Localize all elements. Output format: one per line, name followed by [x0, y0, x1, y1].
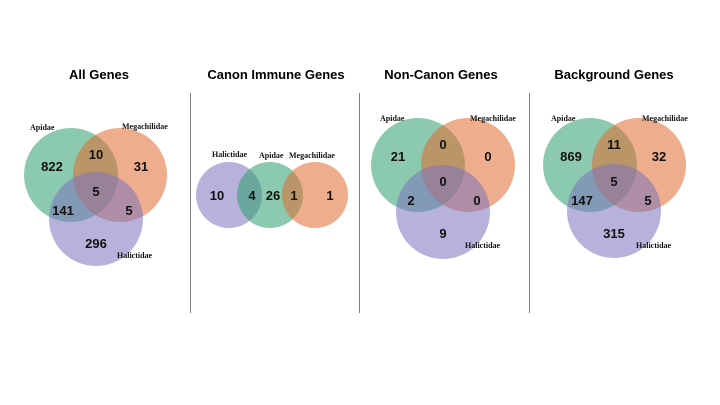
panel-title-all-genes: All Genes — [69, 67, 129, 82]
count-megachilidae-only: 31 — [134, 159, 148, 174]
count-halictidae-only: 9 — [439, 226, 446, 241]
circle-halictidae — [567, 164, 661, 258]
label-halictidae: Halictidae — [117, 251, 153, 260]
count-apidae-halictidae: 141 — [52, 203, 74, 218]
panel-divider — [359, 93, 360, 313]
label-megachilidae: Megachilidae — [470, 114, 516, 123]
count-apidae-megachilidae: 10 — [89, 147, 103, 162]
panel-title-non-canon-genes: Non-Canon Genes — [384, 67, 498, 82]
count-halictidae-only: 296 — [85, 236, 107, 251]
count-megachilidae-only: 1 — [326, 188, 333, 203]
count-all-three: 5 — [610, 174, 617, 189]
venn-canon-immune-genes: Halictidae Apidae Megachilidae 10 4 26 1… — [196, 150, 348, 228]
count-megachilidae-only: 32 — [652, 149, 666, 164]
count-megachilidae-halictidae: 5 — [125, 203, 132, 218]
panel-divider — [529, 93, 530, 313]
count-apidae-only: 21 — [391, 149, 405, 164]
count-apidae-megachilidae: 0 — [439, 137, 446, 152]
count-apidae-only: 822 — [41, 159, 63, 174]
count-apidae-only: 869 — [560, 149, 582, 164]
count-all-three: 5 — [92, 184, 99, 199]
count-halictidae-apidae: 4 — [248, 188, 256, 203]
circle-megachilidae — [282, 162, 348, 228]
venn-all-genes: Apidae Megachilidae Halictidae 822 10 31… — [24, 122, 168, 266]
label-megachilidae: Megachilidae — [122, 122, 168, 131]
label-apidae: Apidae — [30, 123, 55, 132]
venn-non-canon-genes: Apidae Megachilidae Halictidae 21 0 0 0 … — [371, 114, 516, 259]
count-halictidae-only: 315 — [603, 226, 625, 241]
circle-halictidae — [49, 172, 143, 266]
label-apidae: Apidae — [380, 114, 405, 123]
panel-title-canon-immune-genes: Canon Immune Genes — [207, 67, 345, 82]
panel-title-background-genes: Background Genes — [554, 67, 674, 82]
count-apidae-halictidae: 147 — [571, 193, 593, 208]
label-halictidae: Halictidae — [465, 241, 501, 250]
circle-halictidae — [396, 165, 490, 259]
label-megachilidae: Megachilidae — [289, 151, 335, 160]
panel-divider — [190, 93, 191, 313]
count-megachilidae-halictidae: 0 — [473, 193, 480, 208]
count-apidae-only: 26 — [266, 188, 280, 203]
count-megachilidae-halictidae: 5 — [644, 193, 651, 208]
count-halictidae-only: 10 — [210, 188, 224, 203]
label-apidae: Apidae — [259, 151, 284, 160]
label-halictidae: Halictidae — [212, 150, 248, 159]
count-apidae-halictidae: 2 — [407, 193, 414, 208]
venn-background-genes: Apidae Megachilidae Halictidae 869 11 32… — [543, 114, 688, 258]
count-megachilidae-only: 0 — [484, 149, 491, 164]
count-all-three: 0 — [439, 174, 446, 189]
label-halictidae: Halictidae — [636, 241, 672, 250]
count-apidae-megachilidae: 1 — [290, 188, 297, 203]
count-apidae-megachilidae: 11 — [607, 137, 621, 152]
label-megachilidae: Megachilidae — [642, 114, 688, 123]
label-apidae: Apidae — [551, 114, 576, 123]
